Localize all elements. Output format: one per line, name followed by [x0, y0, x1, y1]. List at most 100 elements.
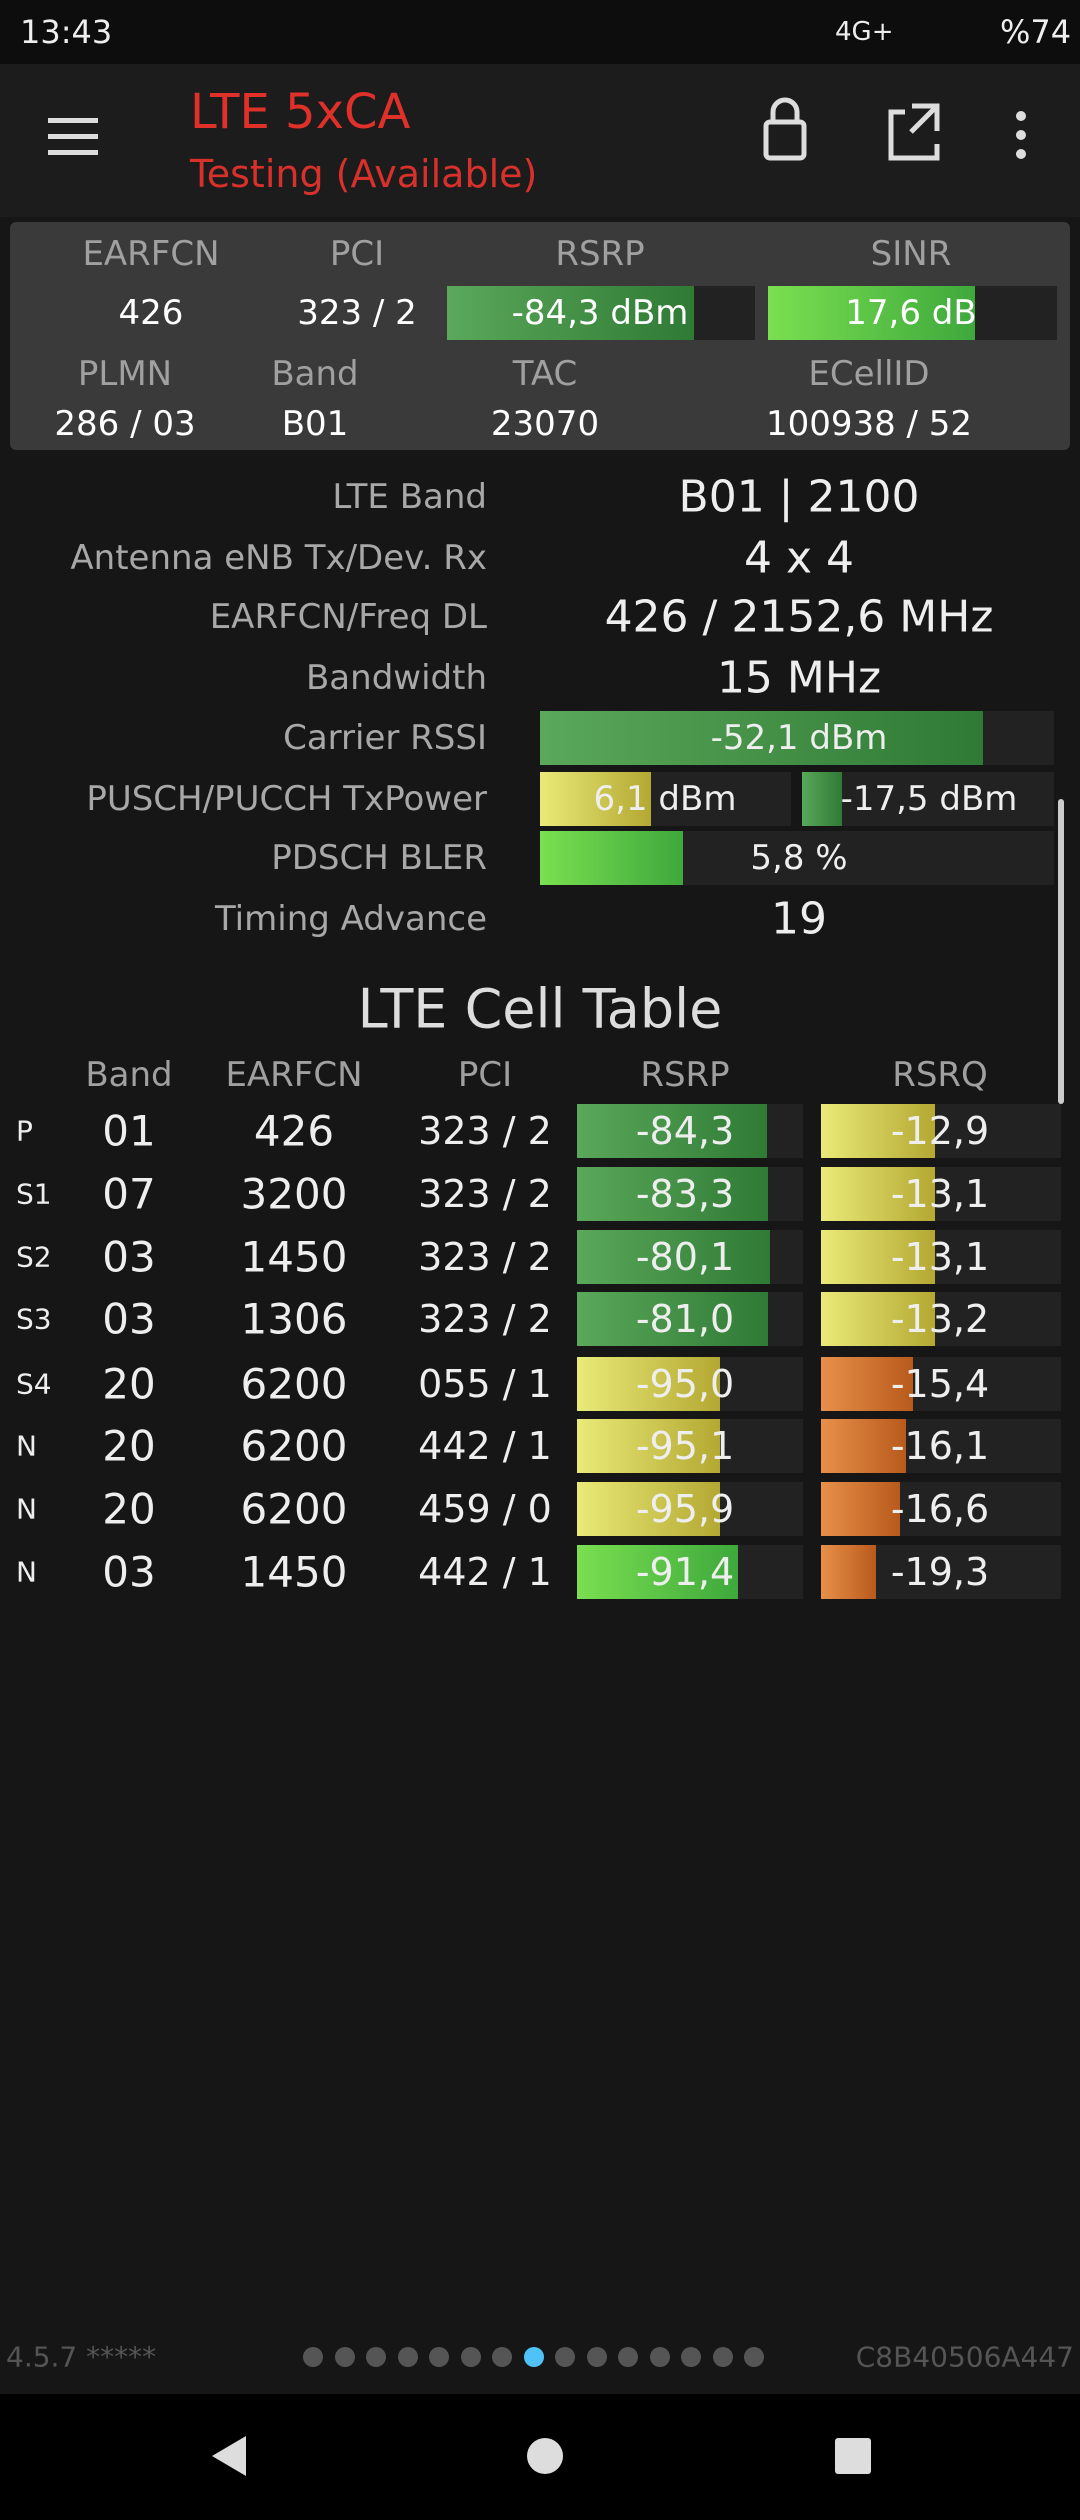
cell-earfcn: 6200 — [240, 1421, 348, 1471]
table-header: EARFCN — [225, 1055, 363, 1095]
level-bar — [577, 1419, 803, 1473]
page-dot[interactable] — [586, 2347, 607, 2367]
level-fill — [447, 286, 694, 340]
cell-rsrq: -13,1 — [890, 1172, 990, 1216]
cell-type: S2 — [16, 1240, 52, 1274]
cell-pci: 323 / 2 — [418, 1172, 552, 1216]
summary-header: PLMN — [77, 354, 173, 394]
level-bar — [821, 1292, 1061, 1346]
page-dot[interactable] — [334, 2347, 355, 2367]
app-bar — [0, 64, 1080, 217]
cell-rsrq: -15,4 — [890, 1362, 990, 1406]
level-bar — [577, 1292, 803, 1346]
more-icon[interactable] — [1016, 111, 1026, 121]
info-value: -17,5 dBm — [840, 779, 1018, 819]
lock-icon[interactable] — [763, 119, 807, 161]
cell-band: 03 — [102, 1232, 156, 1282]
page-dot[interactable] — [523, 2347, 544, 2367]
recents-button[interactable] — [835, 2438, 871, 2474]
cell-type: S1 — [16, 1177, 52, 1211]
level-bar — [821, 1419, 1061, 1473]
clock: 13:43 — [20, 13, 113, 51]
info-label: EARFCN/Freq DL — [209, 597, 487, 637]
cell-pci: 442 / 1 — [418, 1424, 552, 1468]
cell-earfcn: 1450 — [240, 1232, 348, 1282]
cell-type: N — [16, 1492, 37, 1526]
cell-rsrp: -91,4 — [635, 1550, 735, 1594]
info-value: 4 x 4 — [744, 532, 854, 584]
cell-rsrp: -95,9 — [635, 1487, 735, 1531]
page-dot[interactable] — [712, 2347, 733, 2367]
home-button[interactable] — [527, 2438, 563, 2474]
table-header: Band — [85, 1055, 173, 1095]
page-dot[interactable] — [744, 2347, 764, 2367]
cell-band: 20 — [102, 1359, 156, 1409]
cell-pci: 323 / 2 — [418, 1297, 552, 1341]
summary-header: RSRP — [555, 234, 645, 274]
summary-value: 286 / 03 — [54, 404, 196, 444]
cell-earfcn: 426 — [253, 1106, 335, 1156]
cell-rsrq: -19,3 — [890, 1550, 990, 1594]
page-dot[interactable] — [303, 2347, 323, 2367]
level-fill — [821, 1167, 935, 1221]
info-label: PUSCH/PUCCH TxPower — [86, 779, 487, 819]
cell-pci: 323 / 2 — [418, 1109, 552, 1153]
page-dot[interactable] — [618, 2347, 638, 2367]
info-label: Antenna eNB Tx/Dev. Rx — [70, 538, 487, 578]
summary-value: 100938 / 52 — [765, 404, 973, 444]
status-bar — [0, 0, 1080, 64]
level-bar — [577, 1357, 803, 1411]
cell-pci: 442 / 1 — [418, 1550, 552, 1594]
level-fill — [540, 831, 683, 885]
level-fill — [821, 1545, 876, 1599]
cell-rsrp: -83,3 — [635, 1172, 735, 1216]
info-value: 19 — [771, 893, 827, 945]
scrollbar — [1058, 799, 1064, 1104]
level-fill — [577, 1357, 720, 1411]
cell-pci: 459 / 0 — [418, 1487, 552, 1531]
cell-band: 03 — [102, 1547, 156, 1597]
page-dot[interactable] — [366, 2347, 386, 2367]
back-button[interactable] — [212, 2436, 246, 2476]
level-bar — [577, 1104, 803, 1158]
page-dot[interactable] — [555, 2347, 575, 2367]
level-bar — [540, 831, 1054, 885]
info-value: 6,1 dBm — [593, 779, 737, 819]
open-icon[interactable] — [888, 103, 940, 161]
level-fill — [540, 772, 651, 826]
summary-header: SINR — [870, 234, 952, 274]
level-fill — [768, 286, 975, 340]
menu-icon[interactable] — [48, 118, 98, 123]
cell-band: 20 — [102, 1421, 156, 1471]
level-bar — [768, 286, 1057, 340]
network-type: 4G+ — [835, 17, 894, 47]
info-label: Bandwidth — [305, 658, 487, 698]
app-title: LTE 5xCA — [190, 84, 411, 140]
level-fill — [577, 1104, 767, 1158]
table-header: RSRP — [640, 1055, 730, 1095]
summary-header: PCI — [329, 234, 385, 274]
page-dot[interactable] — [649, 2347, 670, 2367]
level-fill — [821, 1357, 913, 1411]
cell-pci: 055 / 1 — [418, 1362, 552, 1406]
page-dot[interactable] — [460, 2347, 481, 2367]
info-label: PDSCH BLER — [271, 838, 487, 878]
level-bar — [577, 1482, 803, 1536]
page-dot[interactable] — [429, 2347, 449, 2367]
page-dot[interactable] — [492, 2347, 512, 2367]
summary-header: ECellID — [808, 354, 930, 394]
summary-value: 426 — [118, 293, 184, 333]
info-label: LTE Band — [332, 477, 487, 517]
cell-band: 03 — [102, 1294, 156, 1344]
page-dot[interactable] — [681, 2347, 701, 2367]
level-fill — [821, 1104, 935, 1158]
cell-earfcn: 6200 — [240, 1484, 348, 1534]
app-subtitle: Testing (Available) — [190, 152, 538, 196]
page-dot[interactable] — [397, 2347, 418, 2367]
table-header: PCI — [457, 1055, 513, 1095]
cell-type: N — [16, 1555, 37, 1589]
summary-value: 23070 — [490, 404, 600, 444]
level-fill — [577, 1419, 720, 1473]
level-fill — [821, 1419, 906, 1473]
